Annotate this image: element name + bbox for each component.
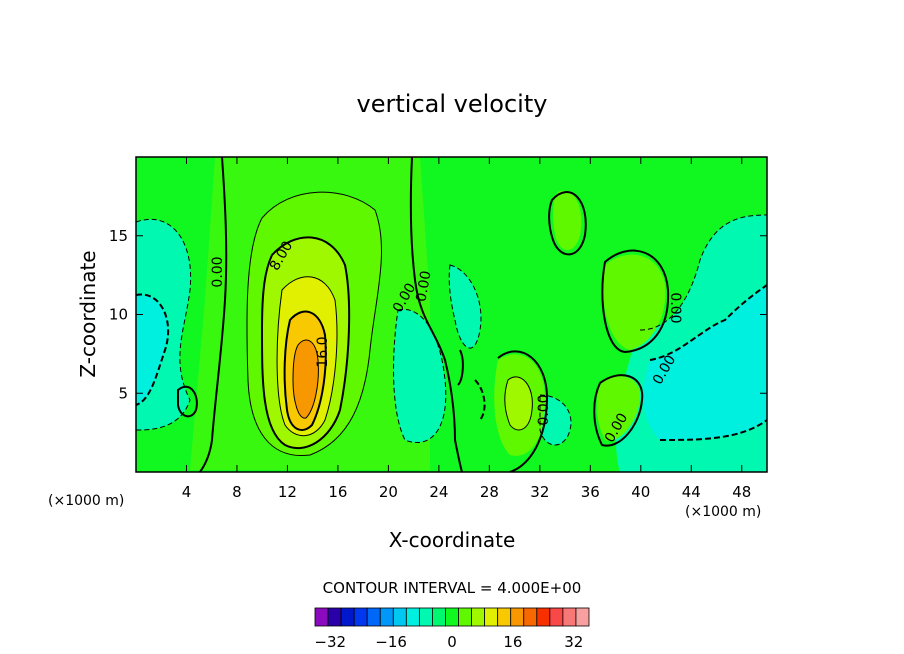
neg-contour-c [393,308,447,443]
zero-contour-f [593,374,644,447]
field-updraft-upper [553,190,582,250]
field-updraft-right [602,254,666,350]
y-tick-label: 5 [118,384,128,402]
contour-20 [292,339,319,419]
x-axis-label: X-coordinate [389,528,516,552]
field-updraft-secondary-core [504,376,533,430]
x-tick-label: 8 [232,483,242,501]
colorbar-swatch [418,607,433,627]
x-tick-label: 16 [328,483,347,501]
colorbar-swatch [353,607,368,627]
y-tick-label: 10 [109,306,128,324]
neg-contour-d [448,264,482,349]
colorbar-swatch [549,607,564,627]
contour-label: 16.0 [315,336,331,367]
x-tick-label: 44 [682,483,701,501]
chart-title: vertical velocity [357,90,548,118]
colorbar-swatch [445,607,459,627]
x-unit-left: (×1000 m) [48,493,124,509]
neg-contour-e [539,394,572,446]
contour-label: 0.00 [536,394,552,425]
colorbar-swatch [562,607,577,627]
colorbar-swatch [379,607,394,627]
colorbar-swatch [314,607,329,627]
negative-contours [136,214,767,446]
colorbar-tick-label: −32 [314,633,346,651]
contour-secondary-4 [504,376,533,431]
colorbar-swatch [458,607,472,627]
colorbar-tick-label: −16 [375,633,407,651]
x-tick-label: 48 [732,483,751,501]
x-tick-label: 32 [530,483,549,501]
colorbar-swatch [471,607,486,627]
contour-12 [276,276,338,437]
contour-label: 0.00 [667,292,683,323]
neg-contour-g [649,284,767,361]
colorbar-swatch [327,607,342,627]
colorbar-swatch [536,607,551,627]
positive-contours [246,191,533,457]
neg-contour-a [136,218,192,431]
x-unit-right: (×1000 m) [685,504,761,520]
contour-8 [260,236,351,450]
neg-contour-b [639,214,767,331]
neg-contour-i [474,379,486,421]
field-downdraft-right-core [643,285,767,440]
field-updraft-lower-right [596,376,640,441]
field-downdraft-lower [540,395,571,445]
colorbar-ticks: −32 −16 0 16 32 [314,633,583,651]
colorbar-swatch [484,607,499,627]
zero-contour-c [497,350,549,472]
positive-contours-thick [260,236,351,450]
y-tick-label: 15 [109,227,128,245]
colorbar-tick-label: 16 [503,633,522,651]
field-downdraft-mid2 [449,265,481,349]
colorbar-swatch [392,607,407,627]
colorbar-tick-label: 32 [564,633,583,651]
y-axis-label: Z-coordinate [76,250,100,377]
zero-contour-e [601,249,670,354]
zero-contour-b [409,157,463,472]
x-tick-label: 40 [631,483,650,501]
contour-interval-text: CONTOUR INTERVAL = 4.000E+00 [323,579,582,597]
y-axis-ticks: 5 10 15 [109,227,767,402]
neg-contour-h [659,419,767,441]
x-tick-label: 20 [379,483,398,501]
colorbar [314,607,590,627]
colorbar-swatch [432,607,446,627]
colorbar-swatch [575,607,590,627]
colorbar-swatch [497,607,512,627]
zero-contours [177,157,670,472]
zero-contour-h [457,349,464,386]
colorbar-swatch [523,607,538,627]
x-tick-label: 36 [581,483,600,501]
contour-label: 0.00 [413,270,434,303]
contour-16 [283,310,327,431]
x-axis-ticks: 4 8 12 16 20 24 28 32 36 40 44 48 [182,157,751,501]
x-tick-label: 12 [278,483,297,501]
field-updraft-core [293,340,319,419]
contour-field [136,157,767,472]
colorbar-swatch [366,607,381,627]
zero-contour-d [548,191,587,256]
colorbar-swatch [405,607,420,627]
negative-contours-thick [136,284,767,441]
colorbar-tick-label: 0 [447,633,457,651]
colorbar-swatch [340,607,355,627]
colorbar-swatch [510,607,525,627]
x-tick-label: 24 [429,483,448,501]
zero-contour-a [199,157,228,472]
neg-contour-f [136,293,170,406]
contour-4 [246,191,382,457]
zero-contour-g [177,385,198,418]
x-tick-label: 4 [182,483,192,501]
field-downdraft-left-core [136,294,169,405]
x-tick-label: 28 [480,483,499,501]
field-downdraft-mid [393,309,446,443]
contour-label: 0.00 [210,256,226,287]
